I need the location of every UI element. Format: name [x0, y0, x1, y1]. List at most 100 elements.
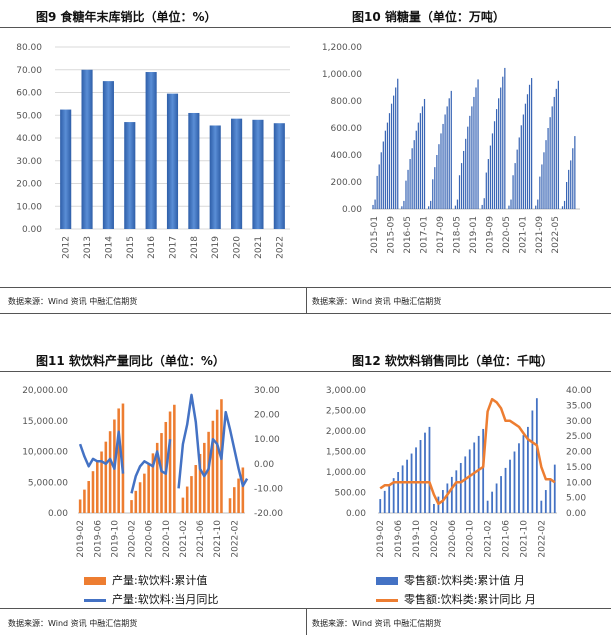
chart12-bar [379, 499, 382, 513]
chart10-bar [495, 109, 498, 209]
chart12-y-right-tick-label: 10.00 [566, 478, 592, 488]
chart10-bar [378, 164, 380, 209]
chart9-y-tick-label: 30.00 [16, 157, 42, 167]
chart12-bar [424, 432, 426, 513]
chart10-title: 图10 销糖量（单位：万吨） [352, 10, 505, 24]
chart12-bar [549, 479, 552, 513]
chart10-bar [434, 167, 436, 209]
row1-divider [306, 287, 307, 313]
chart11-x-tick-label: 2019-10 [110, 520, 120, 558]
chart10-bar [415, 130, 417, 209]
chart9-bar [60, 109, 72, 229]
chart10-bar [477, 79, 479, 210]
chart9-x-tick-label: 2022 [275, 236, 285, 259]
chart10-bar [446, 106, 448, 209]
chart10-bar [493, 121, 496, 209]
chart10-bar [502, 76, 504, 209]
chart9-x-tick-label: 2016 [147, 236, 157, 259]
chart10-bar [481, 204, 483, 209]
chart10-bar [444, 114, 446, 209]
chart11-y-right-tick-label: 30.00 [254, 386, 280, 396]
chart12-bar [419, 440, 422, 513]
chart11-x-tick-label: 2019-06 [93, 520, 103, 558]
chart10-bar [545, 140, 547, 209]
chart10-bar [372, 204, 374, 209]
chart10-bar [528, 84, 531, 209]
chart9-bar [188, 112, 200, 229]
chart10-x-tick-label: 2015-09 [386, 216, 396, 254]
chart10-y-tick-label: 1,000.00 [322, 70, 362, 80]
chart10-bar [516, 149, 518, 209]
chart12-legend-bar: 零售额:饮料类:累计值 月 [376, 572, 525, 588]
chart11-bar [151, 453, 155, 513]
top-rule [0, 27, 611, 28]
chart11-x-tick-label: 2019-02 [76, 520, 86, 558]
chart12-bar [491, 491, 494, 513]
chart11-bar [130, 500, 133, 513]
chart10-bar [541, 164, 543, 209]
chart10-bar [384, 130, 387, 209]
chart9-bar [81, 69, 93, 229]
chart11-y-right-tick-label: -20.00 [254, 509, 283, 519]
chart12-bar [455, 470, 458, 513]
chart10-y-tick-label: 0.00 [342, 205, 362, 215]
chart12-line [379, 397, 556, 506]
chart9-y-tick-label: 20.00 [16, 180, 42, 190]
chart11-title: 图11 软饮料产量同比（单位：%） [36, 354, 225, 368]
chart12-bar [540, 500, 543, 513]
chart11-legend-line-label: 产量:软饮料:当月同比 [112, 593, 219, 606]
chart9-x-tick-label: 2018 [190, 236, 200, 259]
chart10-x-tick-label: 2015-01 [370, 216, 380, 254]
chart10-x-tick-label: 2019-01 [469, 216, 479, 254]
chart12-y-right-tick-label: 5.00 [566, 494, 586, 504]
chart11-x-tick-label: 2020-10 [162, 520, 172, 558]
chart11-y-right-tick-label: 20.00 [254, 411, 280, 421]
chart11-bar [121, 403, 125, 513]
chart11-bar [190, 476, 193, 513]
chart10-bar [442, 123, 444, 209]
chart11-y-left-tick-label: 10,000.00 [22, 448, 68, 458]
chart12-bar [535, 398, 538, 513]
chart9-x-tick-label: 2012 [62, 236, 72, 259]
chart10-bar [397, 78, 399, 209]
chart12-bar [513, 451, 516, 513]
chart9-x-tick-label: 2019 [211, 236, 221, 259]
chart12-x-tick-label: 2020-02 [430, 520, 440, 558]
chart12-bar [392, 478, 395, 513]
chart12-bar [482, 428, 485, 513]
chart10-bar [518, 137, 520, 209]
chart12-bar [428, 426, 431, 513]
chart12-x-tick-label: 2019-06 [394, 520, 404, 558]
chart10-bar [512, 175, 514, 209]
chart12-y-left-tick-label: 1,000.00 [326, 468, 366, 478]
chart10-bar [386, 122, 389, 209]
chart12-legend-line: 零售额:饮料类:累计同比 月 [376, 591, 536, 607]
chart12-y-right-tick-label: 20.00 [566, 448, 592, 458]
chart12-bar [504, 467, 507, 513]
chart10-bar [475, 87, 477, 209]
chart11-bar [91, 471, 95, 513]
chart12-x-tick-label: 2019-10 [412, 520, 422, 558]
chart11-bar [237, 478, 240, 513]
chart10-bar [436, 155, 438, 209]
chart10-bar [376, 175, 378, 209]
chart11-bar [108, 431, 112, 513]
chart10-bar [561, 206, 564, 209]
chart12-legend-line-label: 零售额:饮料类:累计同比 月 [404, 593, 536, 606]
chart12-bar [383, 490, 386, 513]
chart10-bar [487, 159, 489, 209]
chart10-y-tick-label: 400.00 [331, 151, 363, 161]
chart12-x-tick-label: 2021-02 [484, 520, 494, 558]
chart10-bar [535, 205, 537, 209]
chart10-y-tick-label: 600.00 [331, 124, 363, 134]
chart10-bar [510, 199, 512, 209]
chart11-y-left-tick-label: 0.00 [48, 509, 68, 519]
chart11-y-right-tick-label: 10.00 [254, 435, 280, 445]
chart11-legend-bar: 产量:软饮料:累计值 [84, 572, 207, 588]
chart12-bar [459, 462, 462, 513]
chart10-y-tick-label: 800.00 [331, 97, 363, 107]
chart10-bar [465, 138, 467, 209]
chart10-bar [555, 88, 557, 209]
chart11-legend-bar-label: 产量:软饮料:累计值 [112, 574, 208, 587]
chart11-x-tick-label: 2021-02 [179, 520, 189, 558]
